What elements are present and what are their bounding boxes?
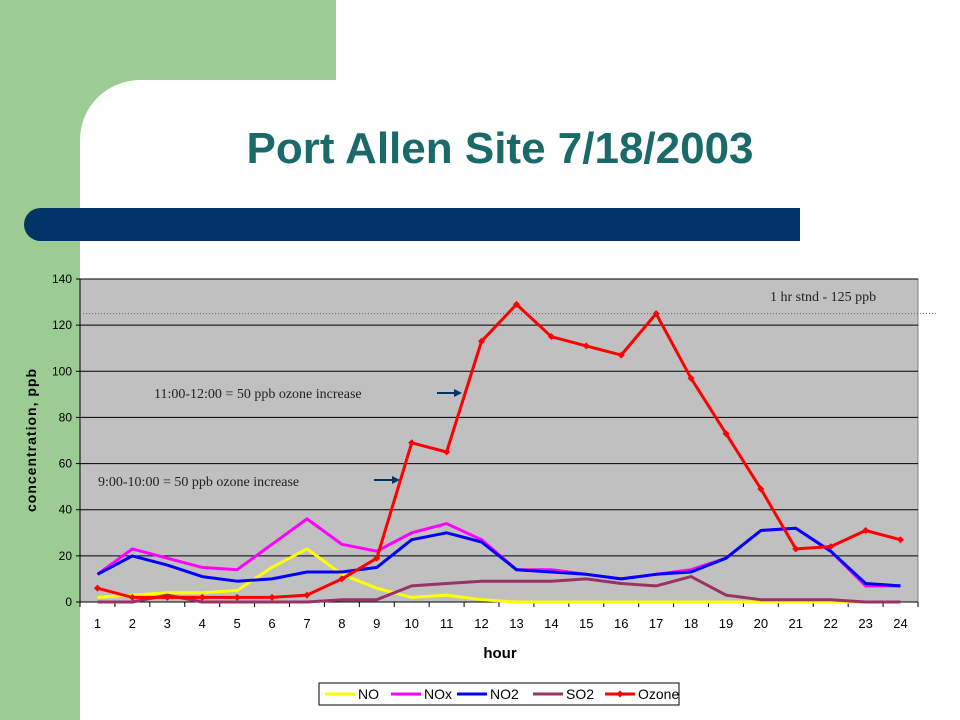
series-point-ozone [268,593,276,601]
x-tick-label: 14 [544,616,558,631]
series-point-ozone [757,485,765,493]
x-tick-label: 22 [823,616,837,631]
annotation-ozone-11-12: 11:00-12:00 = 50 ppb ozone increase [154,387,362,402]
series-point-ozone [897,536,905,544]
series-point-ozone [687,374,695,382]
annotation-ozone-9-10: 9:00-10:00 = 50 ppb ozone increase [98,475,299,490]
y-tick-label: 120 [52,318,72,332]
x-tick-label: 17 [649,616,663,631]
x-tick-label: 15 [579,616,593,631]
series-point-ozone [233,593,241,601]
legend-box [318,682,680,706]
y-tick-label: 80 [59,410,73,424]
x-tick-label: 11 [440,616,454,631]
series-point-ozone [827,543,835,551]
legend-label-no2: NO2 [490,686,519,702]
series-point-ozone [722,430,730,438]
series-lines [93,300,905,604]
plot-area [79,278,919,603]
legend: NO NOx NO2 SO2 Ozone [318,682,680,706]
legend-marker-ozone [616,690,624,698]
reference-line-label: 1 hr stnd - 125 ppb [770,290,876,305]
x-tick-label: 4 [199,616,206,631]
series-point-ozone [93,584,101,592]
series-point-ozone [443,448,451,456]
y-tick-label: 100 [52,364,72,378]
series-point-ozone [582,342,590,350]
series-line-no [97,547,901,604]
series-point-ozone [163,593,171,601]
series-point-ozone [338,575,346,583]
y-tick-label: 140 [52,272,72,286]
x-tick-label: 24 [893,616,907,631]
annotation-arrows [374,389,462,484]
series-point-ozone [512,300,520,308]
series-point-ozone [547,333,555,341]
y-tick-label: 40 [59,503,73,517]
x-tick-label: 2 [129,616,136,631]
legend-label-ozone: Ozone [638,686,679,702]
x-tick-label: 9 [373,616,380,631]
x-tick-label: 13 [509,616,523,631]
legend-label-so2: SO2 [566,686,594,702]
title-underline-bar [24,208,800,241]
legend-label-nox: NOx [424,686,452,702]
x-tick-label: 16 [614,616,628,631]
x-tick-label: 3 [164,616,171,631]
x-tick-label: 21 [789,616,803,631]
series-point-ozone [617,351,625,359]
series-point-ozone [373,554,381,562]
series-point-ozone [862,526,870,534]
annotation-arrow-head [392,476,400,484]
x-tick-label: 18 [684,616,698,631]
y-tick-label: 60 [59,457,73,471]
series-line-ozone [97,302,901,599]
y-axis-label: concentration, ppb [23,368,39,512]
slide-title: Port Allen Site 7/18/2003 [246,124,754,173]
y-tick-label: 0 [65,595,72,609]
series-point-ozone [128,593,136,601]
series-line-no2 [96,526,901,588]
gridlines [80,278,918,557]
x-axis-label: hour [483,645,516,662]
series-line-so2 [97,575,901,604]
x-tick-label: 7 [303,616,310,631]
series-point-ozone [478,337,486,345]
series-point-ozone [303,591,311,599]
series-point-ozone [408,439,416,447]
series-point-ozone [198,593,206,601]
series-point-ozone [792,545,800,553]
x-tick-label: 10 [404,616,418,631]
x-tick-label: 6 [268,616,275,631]
x-tick-label: 19 [719,616,733,631]
x-tick-label: 23 [858,616,872,631]
x-tick-label: 12 [474,616,488,631]
annotation-arrow-head [454,389,462,397]
x-tick-label: 1 [94,616,101,631]
x-tick-label: 8 [338,616,345,631]
x-tick-label: 20 [754,616,768,631]
legend-label-no: NO [358,686,379,702]
y-tick-label: 20 [59,549,73,563]
x-tick-label: 5 [234,616,241,631]
